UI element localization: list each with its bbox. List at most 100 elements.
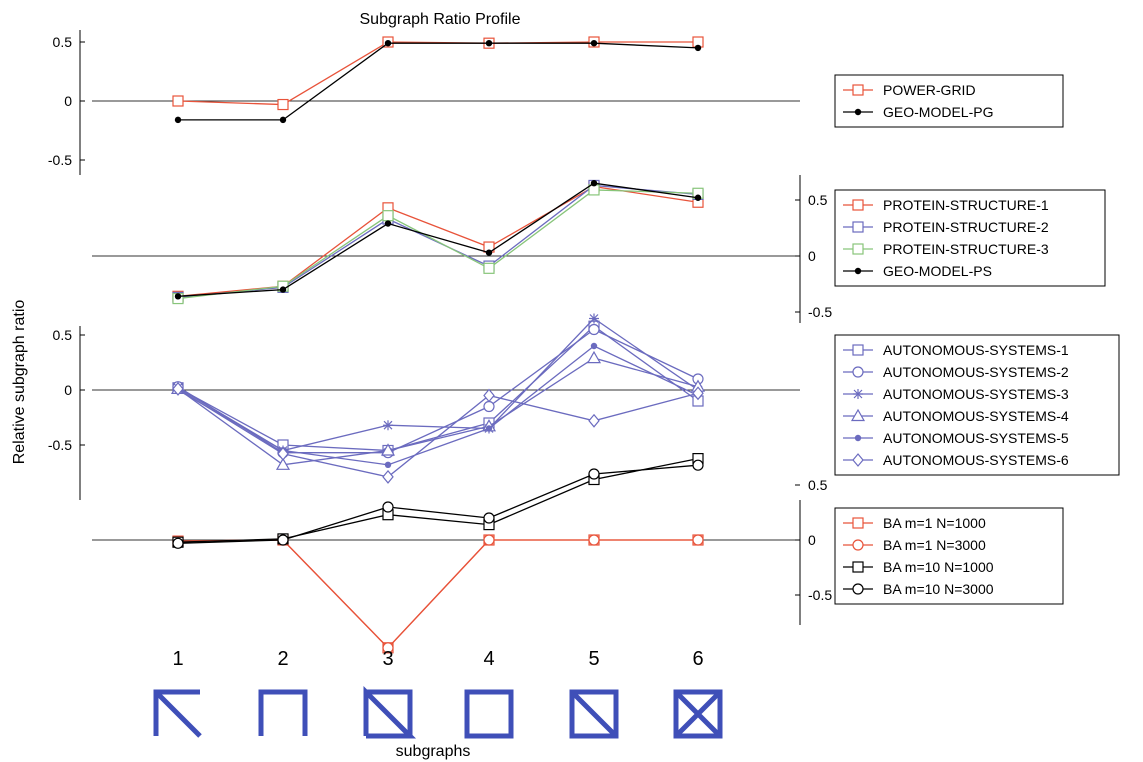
legend-entry: PROTEIN-STRUCTURE-3 <box>843 241 1049 257</box>
data-point <box>483 534 495 546</box>
legend-entry: AUTONOMOUS-SYSTEMS-2 <box>843 364 1069 380</box>
data-point <box>382 501 394 513</box>
legend-entry: AUTONOMOUS-SYSTEMS-5 <box>843 430 1069 446</box>
panel-1: 0.5 0 -0.5 <box>48 30 800 175</box>
legend-panel-2: PROTEIN-STRUCTURE-1 PROTEIN-STRUCTURE-2 PR… <box>834 189 1106 287</box>
series-autonomous-systems-5 <box>174 342 702 468</box>
legend-label: AUTONOMOUS-SYSTEMS-6 <box>883 452 1069 468</box>
series-protein-structure-3 <box>172 184 704 305</box>
legend-marker <box>854 267 862 275</box>
x-tick-label: 4 <box>483 648 494 670</box>
subgraph-2-icon <box>258 689 308 736</box>
data-point <box>384 461 392 468</box>
legend-box <box>834 189 1106 287</box>
data-point <box>485 249 493 256</box>
subgraph-glyphs <box>153 685 723 739</box>
series-autonomous-systems-6 <box>172 381 704 484</box>
legend-entry: AUTONOMOUS-SYSTEMS-4 <box>843 408 1069 424</box>
data-point <box>174 116 182 124</box>
data-point <box>172 95 184 107</box>
legend-label: PROTEIN-STRUCTURE-2 <box>883 219 1049 235</box>
data-point <box>279 286 287 293</box>
data-point <box>588 184 600 196</box>
subgraph-3-icon <box>363 685 417 739</box>
legend-label: GEO-MODEL-PS <box>883 263 992 279</box>
series-ba-m-1-n-3000 <box>172 534 704 654</box>
legend-marker <box>852 583 864 595</box>
series-autonomous-systems-2 <box>172 323 704 459</box>
legend-label: AUTONOMOUS-SYSTEMS-1 <box>883 342 1069 358</box>
legend-label: BA m=10 N=1000 <box>883 559 994 575</box>
legend-panel-4: BA m=1 N=1000 BA m=1 N=3000 BA m=10 N=1000… <box>834 507 1064 605</box>
legend-marker <box>852 84 864 96</box>
series-line <box>178 42 699 121</box>
data-point <box>380 443 396 456</box>
legend-entry: AUTONOMOUS-SYSTEMS-3 <box>843 386 1069 402</box>
legend-marker <box>852 366 864 378</box>
data-point <box>483 262 495 274</box>
data-point <box>483 388 495 403</box>
y-tick-label: -0.5 <box>808 587 832 603</box>
series-geo-model-ps <box>174 180 702 300</box>
legend-marker <box>853 389 863 399</box>
legend-label: GEO-MODEL-PG <box>883 104 993 120</box>
series-geo-model-pg <box>174 39 702 124</box>
data-point <box>590 342 598 350</box>
series-line <box>177 464 699 544</box>
series-line <box>177 41 698 106</box>
data-point <box>586 350 602 364</box>
y-tick-label: 0.5 <box>808 477 828 493</box>
legend-label: POWER-GRID <box>883 82 976 98</box>
legend-label: AUTONOMOUS-SYSTEMS-5 <box>883 430 1069 446</box>
panel-2: 0.5 0 -0.5 <box>92 175 832 323</box>
legend-label: BA m=10 N=3000 <box>883 581 994 597</box>
panel-3: 0.5 0 -0.5 <box>48 313 800 500</box>
data-point <box>485 39 493 47</box>
data-point <box>692 534 704 546</box>
data-point <box>277 446 289 461</box>
data-point <box>589 313 599 324</box>
legend-entry: BA m=10 N=3000 <box>843 581 994 597</box>
chart-panels: 0.5 0 -0.5 0.5 0 -0.5 0.5 0 -0.5 0.5 0 -0.5 <box>48 30 832 654</box>
series-autonomous-systems-4 <box>170 350 706 470</box>
data-point <box>694 194 702 201</box>
data-point <box>692 459 704 471</box>
legend-panel-1: POWER-GRID GEO-MODEL-PG <box>834 74 1064 128</box>
series-line <box>177 388 699 478</box>
data-point <box>382 210 394 222</box>
legend-label: BA m=1 N=1000 <box>883 515 986 531</box>
x-tick-label: 5 <box>588 648 599 670</box>
y-axis-label: Relative subgraph ratio <box>11 300 28 465</box>
series-ba-m-10-n-3000 <box>172 459 704 549</box>
legend-marker <box>852 344 864 356</box>
y-tick-label: -0.5 <box>48 437 72 453</box>
legend-label: PROTEIN-STRUCTURE-3 <box>883 241 1049 257</box>
series-ba-m-10-n-1000 <box>172 453 704 548</box>
data-point <box>172 537 184 549</box>
series-line <box>177 357 699 466</box>
legend-marker <box>852 539 864 551</box>
data-point <box>588 468 600 480</box>
series-line <box>177 189 699 300</box>
series-power-grid <box>172 36 704 111</box>
legend-entry: BA m=1 N=3000 <box>843 537 986 553</box>
data-point <box>382 469 394 484</box>
series-line <box>177 325 699 452</box>
data-point <box>277 98 289 111</box>
legend-marker <box>852 453 864 467</box>
legend-marker <box>850 408 866 422</box>
x-axis-label: subgraphs <box>396 743 471 760</box>
y-tick-label: 0 <box>808 532 816 548</box>
data-point <box>590 39 598 47</box>
data-point <box>483 512 495 524</box>
subgraph-6-icon <box>673 689 723 739</box>
x-tick-label: 2 <box>277 648 288 670</box>
legend-label: AUTONOMOUS-SYSTEMS-3 <box>883 386 1069 402</box>
legend-entry: BA m=1 N=1000 <box>843 515 986 531</box>
legend-marker <box>854 108 862 116</box>
data-point <box>384 220 392 227</box>
data-point <box>590 180 598 187</box>
legend-marker <box>854 434 862 442</box>
series-line <box>177 457 699 543</box>
